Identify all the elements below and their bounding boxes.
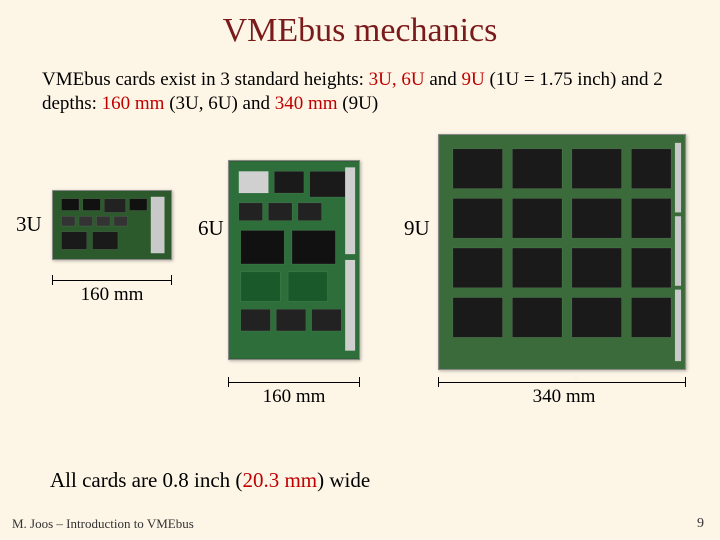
intro-heights: 3U, 6U <box>369 69 425 90</box>
label-9u: 9U <box>404 216 430 241</box>
page-number: 9 <box>697 516 704 532</box>
footnote-seg: ) wide <box>317 468 370 492</box>
board-6u <box>228 160 360 360</box>
label-6u: 6U <box>198 216 224 241</box>
dim-3u-label: 160 mm <box>52 284 172 306</box>
intro-seg: and <box>425 69 462 90</box>
width-footnote: All cards are 0.8 inch (20.3 mm) wide <box>50 468 370 493</box>
intro-seg: (3U, 6U) and <box>164 93 274 114</box>
dim-3u-line <box>52 280 172 281</box>
board-9u <box>438 134 686 370</box>
intro-160: 160 mm <box>102 93 165 114</box>
intro-seg: (9U) <box>338 93 379 114</box>
dim-9u-line <box>438 382 686 383</box>
slide-title: VMEbus mechanics <box>0 0 720 50</box>
dim-6u-line <box>228 382 360 383</box>
board-diagram-area: 3U 6U 9U 160 mm 160 mm 340 mm <box>0 134 720 434</box>
intro-text: VMEbus cards exist in 3 standard heights… <box>0 50 720 116</box>
dim-9u-label: 340 mm <box>474 386 654 408</box>
dim-6u-label: 160 mm <box>228 386 360 408</box>
board-6u-svg <box>229 161 359 359</box>
label-3u: 3U <box>16 212 42 237</box>
board-3u-svg <box>53 191 171 259</box>
slide-footer: M. Joos – Introduction to VMEbus <box>12 516 194 532</box>
footnote-mm: 20.3 mm <box>242 468 317 492</box>
board-9u-svg <box>439 135 685 369</box>
board-3u <box>52 190 172 260</box>
intro-seg: VMEbus cards exist in 3 standard heights… <box>42 69 369 90</box>
intro-9u: 9U <box>462 69 485 90</box>
intro-340: 340 mm <box>275 93 338 114</box>
footnote-seg: All cards are 0.8 inch ( <box>50 468 242 492</box>
